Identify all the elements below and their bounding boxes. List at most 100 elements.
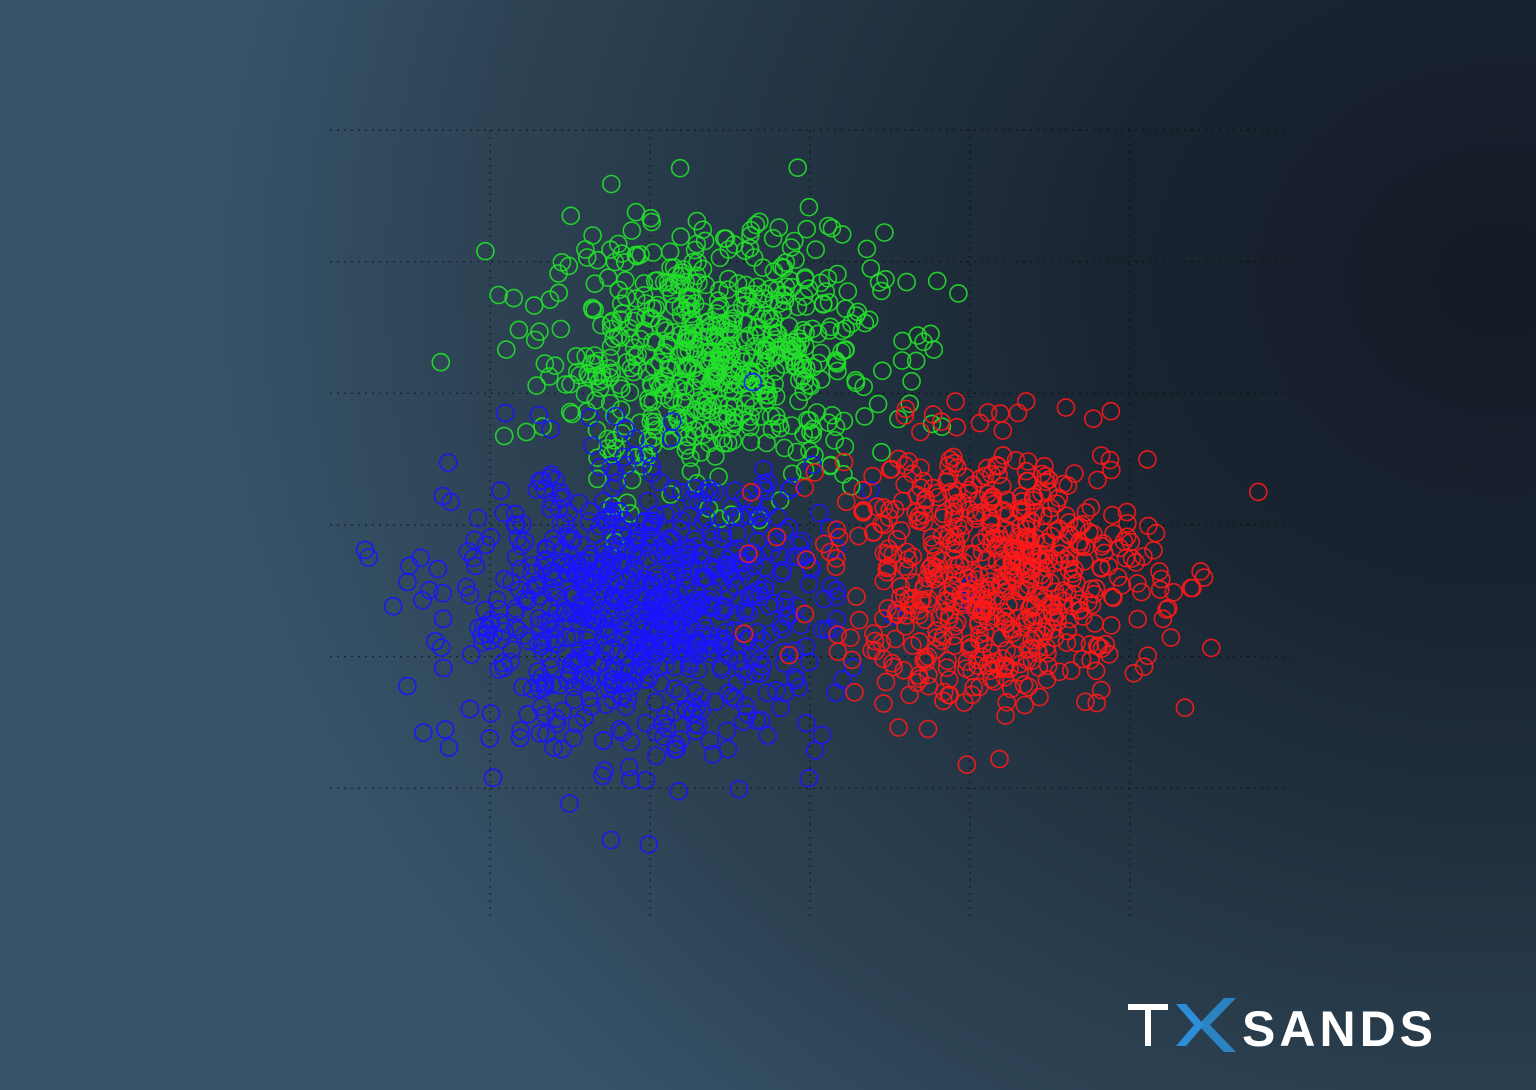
data-point [639,835,659,854]
data-point [577,607,597,627]
data-point [1012,492,1031,511]
data-point [547,714,567,734]
data-point [939,685,959,705]
data-point [527,376,546,395]
data-point [618,541,638,561]
data-point [577,647,597,667]
data-point [784,547,804,566]
data-point [1085,614,1104,633]
data-point [1039,482,1058,501]
data-point [665,657,685,677]
data-point [611,310,631,330]
data-point [740,506,759,525]
data-point [1022,651,1042,671]
data-point [736,295,755,315]
data-point [694,396,714,415]
data-point [876,672,896,692]
data-point [832,321,852,341]
data-point [1153,609,1173,629]
data-point [902,636,922,655]
data-point [722,419,741,438]
data-point [943,575,962,595]
data-point [431,352,451,372]
data-point [562,585,582,604]
data-point [725,507,745,526]
data-point [987,455,1006,475]
data-point [712,429,731,448]
data-point [754,339,774,359]
data-point [900,394,920,414]
data-point [493,653,513,673]
data-point [651,572,671,592]
data-point [1117,502,1137,522]
data-point [828,625,847,645]
data-point [1128,574,1147,593]
data-point [1080,635,1100,654]
data-point [662,632,681,651]
data-point [1020,597,1040,617]
data-point [889,718,908,737]
data-point [746,546,765,566]
data-point [602,507,622,527]
data-point [641,208,661,228]
data-point [617,607,636,627]
data-point [616,287,636,307]
data-point [779,316,799,336]
data-point [530,586,550,606]
data-point [888,605,908,625]
data-point [736,275,756,295]
data-point [693,321,713,340]
data-point [676,545,696,564]
data-point [644,589,663,609]
data-point [713,523,733,542]
data-point [611,400,631,420]
data-point [1056,506,1076,526]
data-point [908,511,928,530]
data-point [594,491,613,511]
data-point [567,362,587,382]
data-point [853,480,873,500]
data-point [970,413,990,433]
data-point [716,622,736,642]
data-point [945,453,965,473]
data-point [700,342,720,362]
data-point [809,503,829,523]
data-point [722,311,741,331]
data-point [627,642,647,662]
data-point [937,658,957,678]
data-point [948,613,967,632]
data-point [720,563,740,583]
data-point [1161,628,1181,647]
data-point [836,492,856,512]
data-point [817,620,837,639]
data-point [826,549,846,568]
data-point [723,314,743,334]
data-point [1144,540,1163,560]
data-point [619,555,639,575]
data-point [679,659,699,678]
data-point [926,547,946,566]
data-point [754,284,774,303]
data-point [927,621,946,641]
data-point [892,351,912,370]
data-point [641,412,661,432]
data-point [683,252,703,272]
data-point [631,329,650,349]
data-point [717,721,737,741]
data-point [714,597,734,616]
data-point [1039,470,1059,489]
data-point [518,704,538,724]
data-point [582,354,602,373]
data-point [868,394,888,414]
data-point [400,556,419,576]
data-point [719,322,739,342]
data-point [580,408,600,427]
data-point [583,436,602,456]
data-point [793,355,813,374]
data-point [899,452,918,471]
data-point [887,529,907,549]
series-0 [431,158,968,552]
data-point [1079,522,1099,542]
data-point [506,547,526,567]
data-point [626,245,646,265]
